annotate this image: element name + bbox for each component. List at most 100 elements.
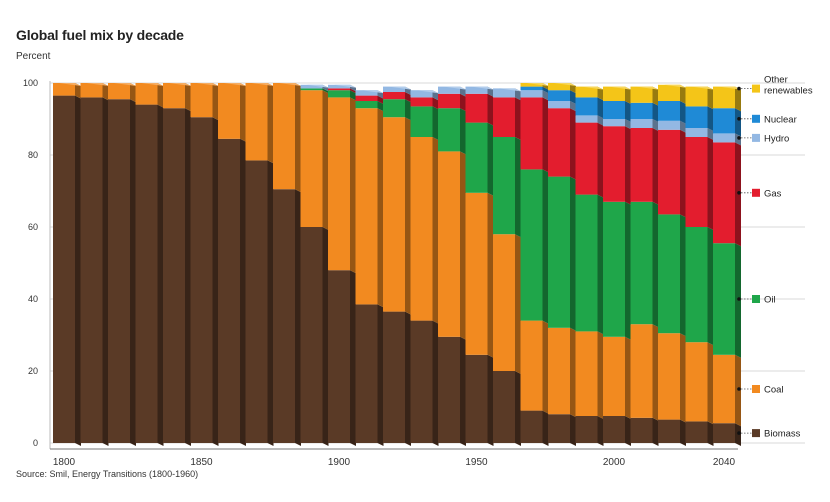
bar-segment-oil-side (515, 137, 521, 238)
bar-segment-biomass-side (652, 417, 659, 446)
legend-swatch-other-renewables (752, 84, 760, 93)
bar-segment-biomass-side (130, 99, 136, 446)
legend-swatch-oil (752, 295, 760, 303)
bar-segment-biomass-side (102, 97, 109, 447)
bar-segment-hydro (575, 115, 598, 123)
bar-top-cap (53, 82, 81, 86)
bar-segment-biomass (465, 354, 488, 443)
bar-segment-biomass-side (597, 416, 604, 446)
bar-segment-coal-side (102, 83, 109, 101)
bar-segment-coal (355, 108, 378, 305)
bar-segment-gas-side (597, 122, 604, 198)
bar-segment-oil (520, 169, 543, 321)
bar-segment-coal (685, 342, 708, 422)
bar-segment-coal-side (735, 354, 741, 427)
bar-segment-hydro-side (652, 119, 659, 131)
bar-segment-oil-side (322, 88, 329, 94)
bar-segment-oil-side (570, 176, 576, 331)
bar-segment-nuclear-side (680, 101, 686, 124)
bar-segment-oil (383, 99, 405, 118)
bar-segment-biomass (630, 417, 653, 443)
bar-segment-other-renewables (658, 84, 680, 101)
bar-segment-coal-side (350, 97, 356, 274)
bar-segment-gas (685, 137, 708, 227)
bar-segment-nuclear-side (570, 90, 576, 104)
bar-segment-nuclear-side (707, 106, 714, 131)
bar-segment-biomass (245, 160, 268, 443)
bar-segment-coal (163, 83, 185, 109)
y-tick-label: 100 (23, 78, 38, 88)
bar-segment-other-renewables-side (652, 86, 659, 106)
y-tick-label: 0 (33, 438, 38, 448)
bar-segment-oil-side (625, 201, 631, 340)
bar-segment-gas-side (432, 97, 439, 110)
bar-segment-coal (383, 117, 405, 312)
bar-segment-oil-side (735, 243, 741, 358)
bar-segment-other-renewables (603, 86, 625, 101)
bar-segment-gas-side (652, 128, 659, 205)
bar-segment-biomass-side (75, 95, 81, 446)
bar-segment-hydro (548, 101, 570, 109)
bar-top-cap (410, 90, 439, 94)
legend-label-biomass: Biomass (764, 429, 801, 440)
bar-segment-oil (438, 108, 460, 152)
bar-segment-other-renewables (548, 83, 570, 91)
bar-segment-coal-side (212, 83, 219, 121)
bar-segment-coal-side (267, 83, 274, 164)
bar-top-cap (108, 82, 136, 86)
bar-segment-nuclear (658, 101, 680, 121)
bar-top-cap (135, 82, 164, 86)
chart-title: Global fuel mix by decade (16, 27, 184, 43)
bar-top-cap (328, 84, 356, 88)
bar-segment-other-renewables-side (735, 86, 741, 112)
bar-segment-hydro-side (542, 90, 549, 101)
bar-segment-biomass (438, 336, 460, 443)
x-tick-label: 1850 (190, 457, 213, 468)
bar-segment-oil-side (652, 201, 659, 328)
bar-segment-biomass-side (460, 336, 466, 446)
y-tick-label: 80 (28, 150, 38, 160)
bar-segment-coal-side (377, 108, 384, 308)
bar-segment-gas (493, 97, 515, 137)
legend-dot-nuclear (737, 117, 741, 121)
bar-segment-gas-side (625, 126, 631, 205)
bar-segment-coal (218, 83, 240, 139)
bar-segment-nuclear-side (625, 101, 631, 122)
bar-segment-nuclear (630, 102, 653, 119)
bar-segment-other-renewables-side (597, 86, 604, 101)
bar-segment-hydro-side (625, 119, 631, 130)
bar-segment-biomass (493, 371, 515, 443)
bar-segment-other-renewables (713, 86, 735, 109)
bar-segment-hydro (630, 119, 653, 128)
bar-segment-gas-side (377, 95, 384, 104)
bar-segment-oil (300, 88, 323, 91)
bar-segment-hydro (465, 86, 488, 94)
x-tick-label: 2000 (603, 457, 626, 468)
bar-segment-oil (575, 194, 598, 332)
bar-segment-oil-side (377, 101, 384, 112)
bar-top-cap (685, 86, 714, 90)
bar-segment-nuclear-side (542, 86, 549, 94)
legend-dot-other-renewables (737, 86, 741, 91)
bar-segment-gas (575, 122, 598, 195)
legend-dot-oil (737, 297, 741, 301)
bar-segment-biomass-side (625, 416, 631, 446)
bar-segment-gas (658, 129, 680, 215)
bar-segment-gas (410, 97, 433, 107)
bar-segment-nuclear (575, 97, 598, 116)
bar-segment-biomass-side (267, 160, 274, 446)
legend-label-other-renewables: renewables (764, 86, 813, 97)
bar-segment-gas-side (735, 142, 741, 247)
bar-top-cap (218, 82, 246, 86)
bar-segment-biomass (410, 320, 433, 443)
bar-segment-biomass (685, 421, 708, 443)
source-note: Source: Smil, Energy Transitions (1800-1… (16, 469, 199, 479)
bar-segment-biomass-side (405, 311, 411, 446)
bar-segment-biomass-side (240, 138, 246, 447)
bar-top-cap (658, 84, 686, 88)
bar-segment-biomass (218, 138, 240, 444)
bar-segment-coal-side (707, 342, 714, 425)
bar-segment-other-renewables-side (625, 86, 631, 104)
bar-segment-biomass (163, 108, 185, 443)
